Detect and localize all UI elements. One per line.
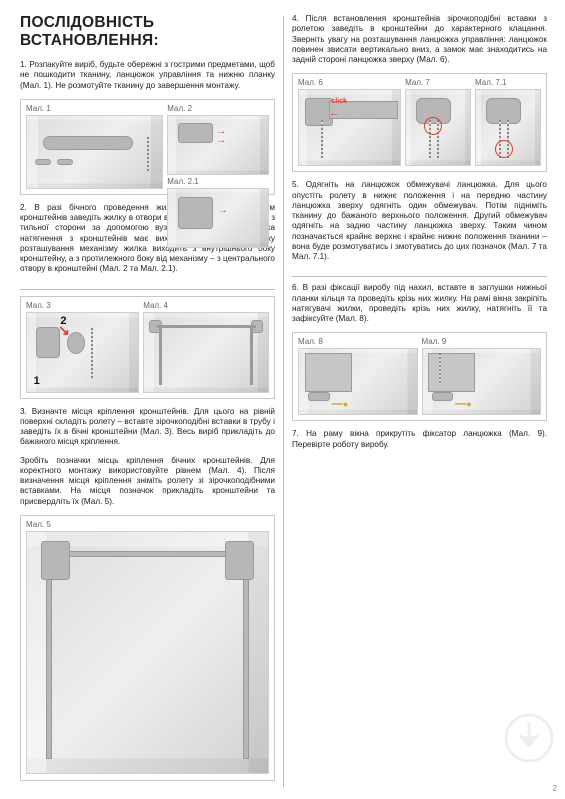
highlight-circle-icon [424, 117, 442, 135]
fig-label: Мал. 2.1 [167, 177, 269, 186]
fig-4-illustration [143, 312, 269, 393]
right-column: 4. Після встановлення кронштейнів зірочк… [284, 14, 555, 789]
fig-label: Мал. 4 [143, 301, 269, 310]
page-title: ПОСЛІДОВНІСТЬ ВСТАНОВЛЕННЯ: [20, 14, 275, 50]
fig-label: Мал. 8 [298, 337, 418, 346]
arrow-icon: → [218, 205, 228, 216]
screwdriver-icon: ━━● [455, 399, 471, 410]
fig-label: Мал. 3 [26, 301, 139, 310]
arrow-icon: → [216, 135, 226, 146]
page: ПОСЛІДОВНІСТЬ ВСТАНОВЛЕННЯ: 1. Розпакуйт… [0, 0, 565, 799]
step-7: 7. На раму вікна прикрутіть фіксатор лан… [292, 429, 547, 450]
figure-group-5: Мал. 8 ━━● Мал. 9 ━━● [292, 332, 547, 421]
figure-group-3: Мал. 5 [20, 515, 275, 781]
left-column: ПОСЛІДОВНІСТЬ ВСТАНОВЛЕННЯ: 1. Розпакуйт… [12, 14, 283, 789]
fig-label: Мал. 7 [405, 78, 471, 87]
step-3a: 3. Визначте місця кріплення кронштейнів.… [20, 407, 275, 448]
fig-5-illustration [26, 531, 269, 774]
figure-group-1: Мал. 1 Мал. 2 → → Мал. 2.1 [20, 99, 275, 195]
fig-label: Мал. 2 [167, 104, 269, 113]
fig-1-illustration [26, 115, 163, 189]
fig-label: Мал. 9 [422, 337, 542, 346]
step-3b: Зробіть позначки місць кріплення бічних … [20, 456, 275, 507]
fig-7-illustration [405, 89, 471, 166]
fig-9-illustration: ━━● [422, 348, 542, 415]
fig-2-1-illustration: → [167, 188, 269, 248]
step-4: 4. Після встановлення кронштейнів зірочк… [292, 14, 547, 65]
figure-group-2: Мал. 3 ↘ 1 2 Мал. 4 [20, 296, 275, 399]
fig-7-1-illustration [475, 89, 541, 166]
fig-label: Мал. 6 [298, 78, 401, 87]
fig-label: Мал. 1 [26, 104, 163, 113]
fig-label: Мал. 5 [26, 520, 269, 529]
figure-group-4: Мал. 6 ← click Мал. 7 [292, 73, 547, 172]
step-badge-2: 2 [60, 315, 66, 327]
fig-6-illustration: ← click [298, 89, 401, 166]
arrow-icon: ← [329, 108, 339, 119]
watermark-icon [503, 712, 555, 769]
step-1: 1. Розпакуйте виріб, будьте обережні з г… [20, 60, 275, 91]
screwdriver-icon: ━━● [332, 399, 348, 410]
page-number: 2 [553, 784, 557, 793]
step-5: 5. Одягніть на ланцюжок обмежувачі ланцю… [292, 180, 547, 262]
fig-2-illustration: → → [167, 115, 269, 175]
section-divider [20, 289, 275, 290]
fig-8-illustration: ━━● [298, 348, 418, 415]
click-label: click [331, 98, 347, 105]
fig-3-illustration: ↘ 1 2 [26, 312, 139, 393]
step-badge-1: 1 [34, 375, 40, 387]
highlight-circle-icon [495, 140, 513, 158]
section-divider [292, 276, 547, 277]
step-6: 6. В разі фіксації виробу під нахил, вст… [292, 283, 547, 324]
fig-label: Мал. 7.1 [475, 78, 541, 87]
